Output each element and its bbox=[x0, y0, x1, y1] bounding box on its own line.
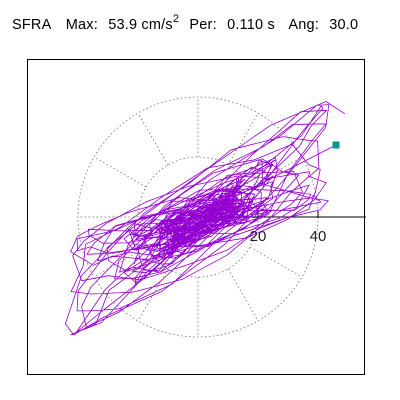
particle-trace bbox=[65, 101, 346, 336]
x-tick-label: 20 bbox=[250, 228, 267, 245]
station-code: SFRA bbox=[12, 16, 52, 33]
max-value: 53.9 cm/s bbox=[108, 16, 173, 33]
period-label: Per: bbox=[189, 16, 217, 33]
trace-path bbox=[65, 101, 346, 336]
chart-header: SFRA Max: 53.9 cm/s2 Per: 0.110 s Ang: 3… bbox=[12, 13, 359, 33]
x-tick-label: 40 bbox=[310, 228, 327, 245]
max-exponent: 2 bbox=[172, 13, 180, 25]
orbit-plot: 20 40 bbox=[65, 96, 366, 338]
angle-value: 30.0 bbox=[329, 16, 359, 33]
grid-spoke bbox=[249, 246, 303, 278]
plot-area: 20 40 bbox=[27, 59, 366, 375]
grid-spoke bbox=[93, 156, 147, 188]
grid-spoke bbox=[227, 112, 259, 166]
angle-label: Ang: bbox=[288, 16, 320, 33]
max-label: Max: bbox=[65, 16, 98, 33]
grid-spoke bbox=[137, 112, 169, 166]
tick-labels: 20 40 bbox=[250, 228, 327, 245]
trace-end-marker bbox=[332, 141, 340, 149]
grid-spoke bbox=[227, 268, 259, 322]
period-value: 0.110 s bbox=[227, 16, 275, 33]
